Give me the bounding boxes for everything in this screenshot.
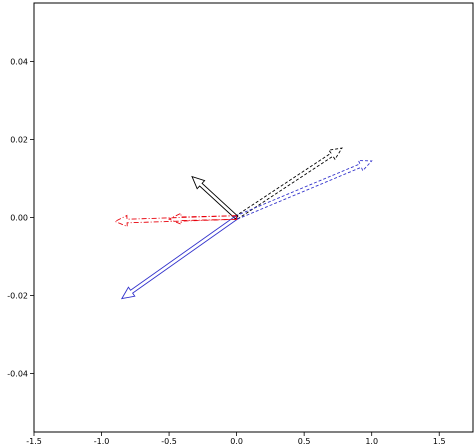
y-tick-label: 0.04 [10,58,28,67]
arrow-layer [113,147,373,300]
vector-arrow [120,215,239,300]
x-tick-label: 0.0 [230,437,243,445]
x-tick-label: -1.0 [94,437,110,445]
y-tick-label: -0.04 [7,370,28,379]
x-tick-label: -1.5 [26,437,42,445]
y-axis: 0.04 0.02 0.00 -0.02 -0.04 [7,58,34,379]
x-tick-label: 0.5 [298,437,311,445]
y-tick-label: 0.00 [10,214,28,223]
x-tick-label: 1.0 [365,437,378,445]
vector-arrow [235,147,343,220]
plot-frame [33,2,474,433]
vector-arrow [235,160,373,220]
vector-arrow [113,214,238,228]
vector-arrow [191,175,239,220]
x-tick-label: 1.5 [433,437,446,445]
x-tick-label: -0.5 [161,437,177,445]
x-axis: -1.5 -1.0 -0.5 0.0 0.5 1.0 1.5 [26,432,446,445]
y-tick-label: 0.02 [10,136,28,145]
y-tick-label: -0.02 [7,292,28,301]
